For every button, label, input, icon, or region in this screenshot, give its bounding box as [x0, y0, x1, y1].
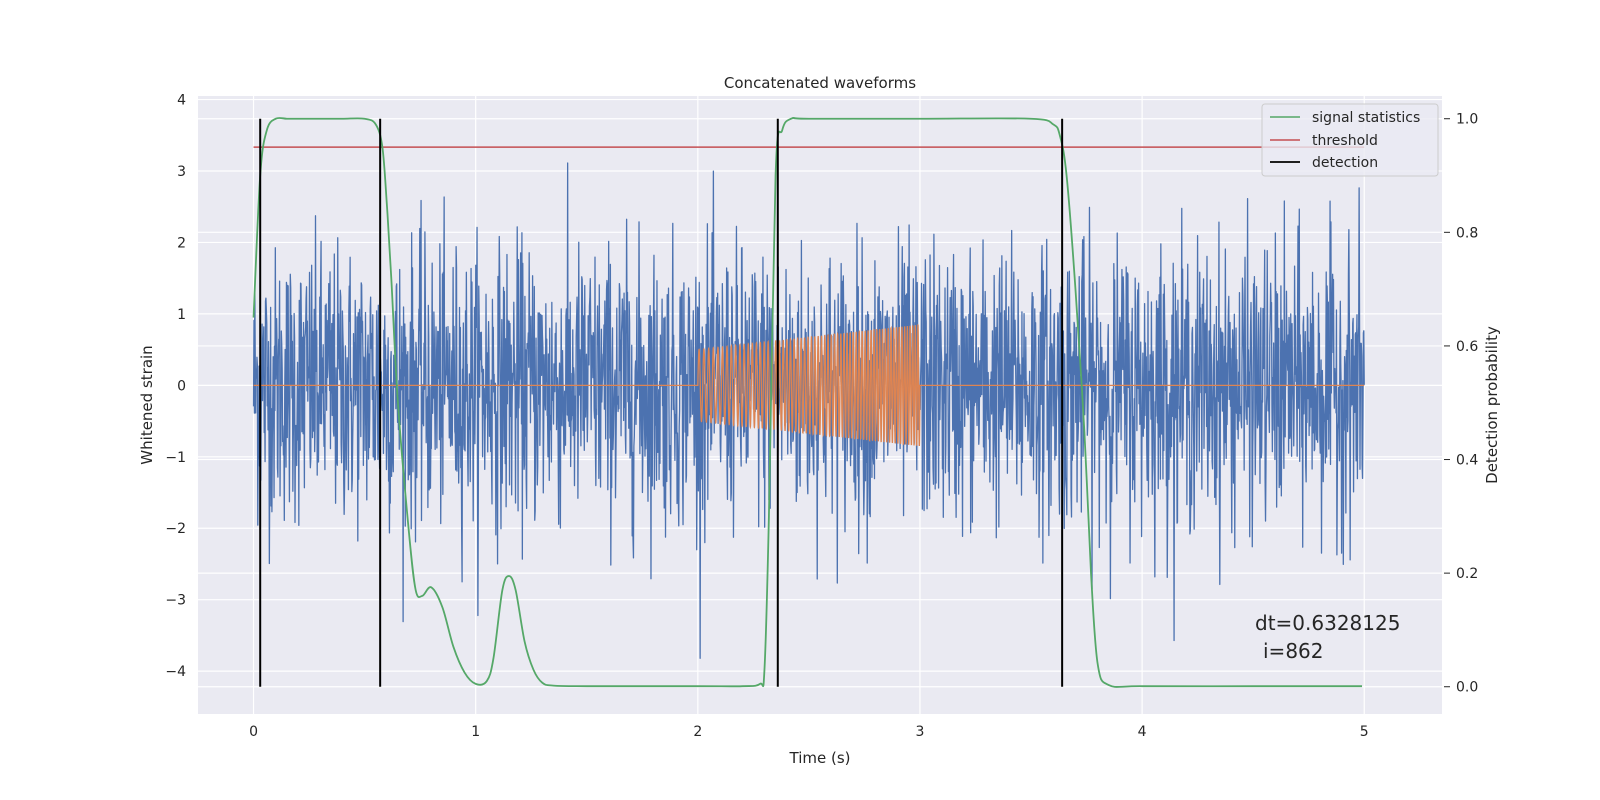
- x-tick-label: 2: [693, 724, 702, 740]
- y-tick-label: 3: [177, 164, 186, 180]
- chart-title: Concatenated waveforms: [724, 74, 916, 92]
- y-tick-label: 1: [177, 307, 186, 323]
- y2-tick-label: 0.0: [1456, 680, 1478, 696]
- legend-label-threshold: threshold: [1312, 133, 1378, 149]
- signal-statistics-line: [252, 116, 1363, 688]
- y-axis-ticks: 4 3 2 1 0 −1 −2 −3 −4: [165, 93, 186, 681]
- y-axis-label: Whitened strain: [138, 345, 156, 464]
- legend-label-detection: detection: [1312, 155, 1378, 171]
- legend-label-signal-statistics: signal statistics: [1312, 110, 1420, 126]
- y-tick-label: 0: [177, 378, 186, 394]
- x-axis-ticks: 0 1 2 3 4 5: [249, 724, 1369, 740]
- y2-tick-label: 0.4: [1456, 453, 1478, 469]
- y-tick-label: 2: [177, 235, 186, 251]
- annotation-i: i=862: [1263, 639, 1324, 663]
- legend-box: [1261, 103, 1439, 177]
- y-tick-label: −1: [165, 450, 186, 466]
- y2-tick-label: 0.6: [1456, 339, 1478, 355]
- y-tick-label: −2: [165, 521, 186, 537]
- y-tick-label: −4: [165, 664, 186, 680]
- x-axis-label: Time (s): [789, 749, 851, 767]
- x-tick-label: 3: [916, 724, 925, 740]
- y2-tick-label: 1.0: [1456, 112, 1478, 128]
- y2-axis-label: Detection probability: [1483, 326, 1501, 484]
- x-tick-label: 5: [1360, 724, 1369, 740]
- chirp-signal-line: [253, 323, 1365, 447]
- legend: signal statistics threshold detection: [1261, 103, 1439, 177]
- y2-tick-label: 0.8: [1456, 225, 1478, 241]
- y-tick-label: −3: [165, 593, 186, 609]
- y2-tick-label: 0.2: [1456, 566, 1478, 582]
- x-tick-label: 0: [249, 724, 258, 740]
- x-tick-label: 4: [1138, 724, 1147, 740]
- annotation-dt: dt=0.6328125: [1255, 611, 1400, 635]
- y2-axis-ticks: 0.0 0.2 0.4 0.6 0.8 1.0: [1444, 112, 1478, 696]
- plot-content: [252, 116, 1365, 688]
- x-tick-label: 1: [471, 724, 480, 740]
- y-tick-label: 4: [177, 93, 186, 109]
